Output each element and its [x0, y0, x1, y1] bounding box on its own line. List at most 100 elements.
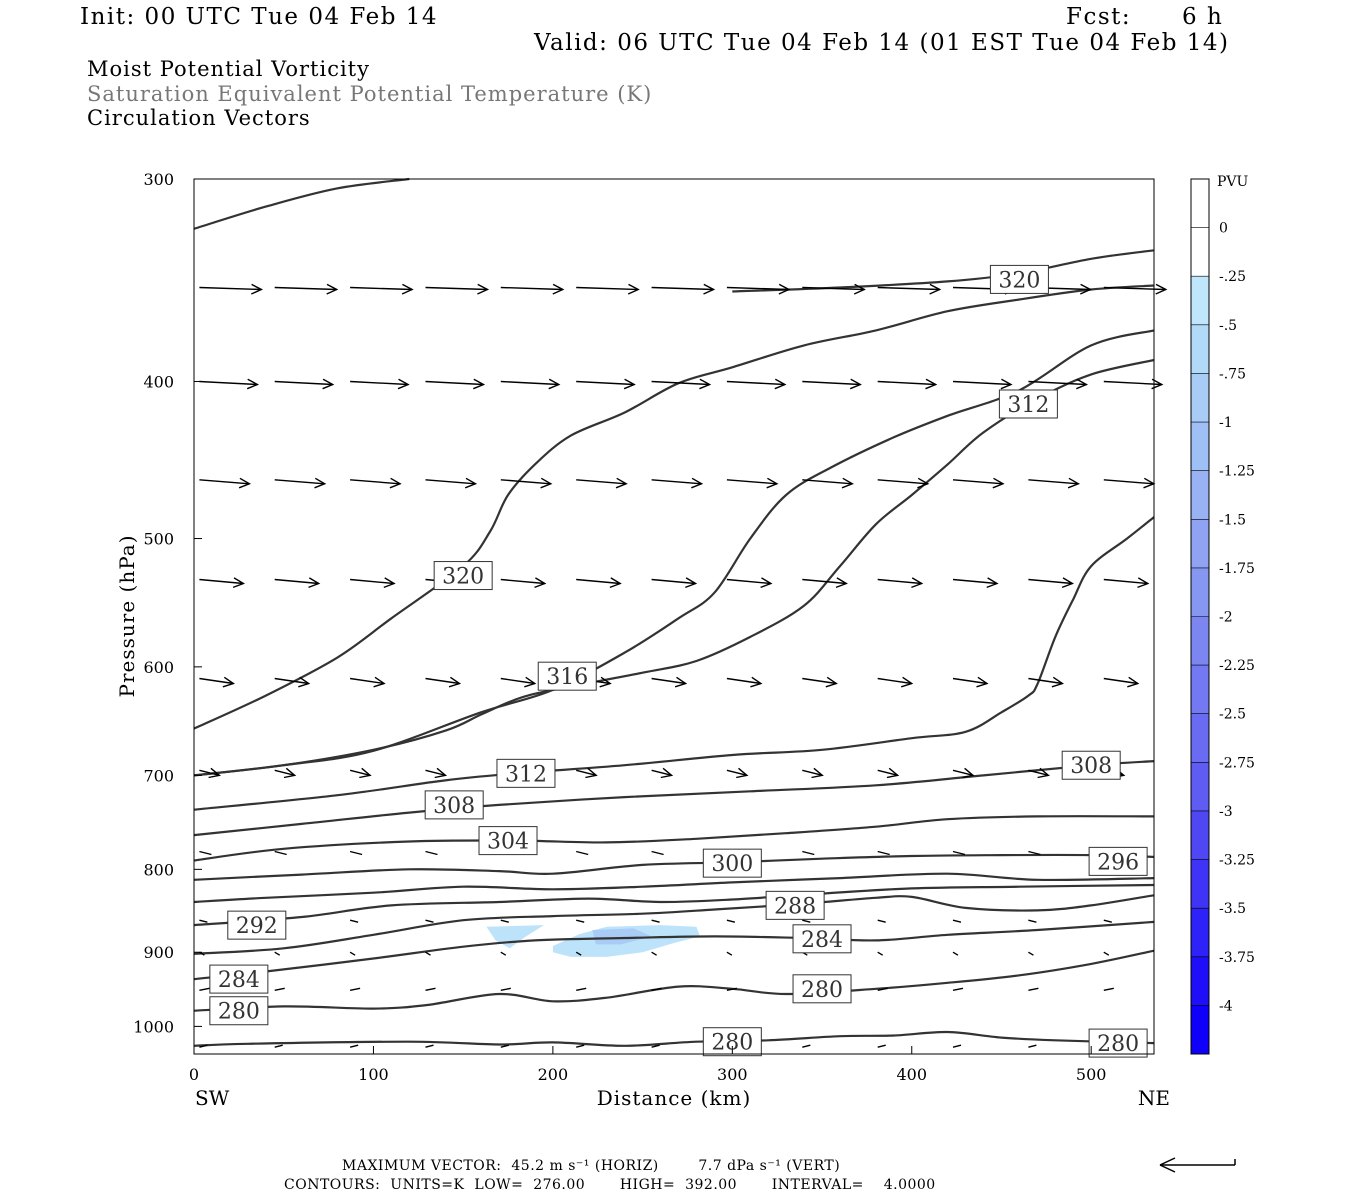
- wind-vector: [274, 767, 297, 779]
- wind-vector-head: [524, 676, 537, 688]
- contour-label-320: 320: [989, 264, 1049, 294]
- wind-vector-head: [222, 676, 235, 688]
- colorbar-tick-label: 0: [1219, 221, 1228, 237]
- wind-vector: [1103, 477, 1156, 489]
- x-tick-label: 0: [189, 1065, 199, 1084]
- wind-vector: [500, 283, 565, 295]
- wind-vector-shaft: [877, 286, 940, 291]
- contour-label-280: 280: [792, 974, 852, 1004]
- wind-vector-shaft: [651, 677, 686, 685]
- colorbar-cell: [1191, 519, 1209, 569]
- contour-label-text: 292: [236, 914, 278, 939]
- colorbar-tick-label: -2: [1219, 610, 1233, 626]
- wind-vector-shaft: [274, 951, 281, 956]
- wind-vector: [575, 951, 582, 956]
- wind-vector-head: [434, 767, 448, 779]
- wind-vector: [576, 283, 640, 295]
- wind-vector-shaft: [199, 1044, 208, 1048]
- wind-vector-head: [841, 477, 854, 489]
- wind-vector-shaft: [877, 1044, 886, 1048]
- y-tick-label: 1000: [133, 1017, 174, 1036]
- wind-vector: [802, 577, 848, 589]
- wind-vector: [651, 919, 660, 923]
- wind-vector: [199, 987, 210, 991]
- wind-vector: [726, 919, 736, 923]
- wind-vector: [350, 477, 402, 489]
- contour-label-box: [702, 848, 762, 878]
- wind-vector-head: [1151, 378, 1164, 390]
- wind-vector-head: [811, 767, 824, 779]
- wind-vector: [877, 477, 930, 489]
- reference-vector: [1159, 1157, 1236, 1173]
- contour-line-308: [193, 760, 1155, 837]
- wind-vector-shaft: [576, 380, 635, 386]
- wind-vector: [500, 577, 547, 589]
- wind-vector-shaft: [349, 987, 361, 991]
- wind-vector-shaft: [802, 578, 847, 585]
- wind-vector-head: [548, 378, 561, 390]
- wind-vector: [802, 1044, 811, 1048]
- wind-vector: [274, 987, 285, 991]
- wind-vector-shaft: [1103, 578, 1148, 585]
- title-mpv: Moist Potential Vorticity: [87, 57, 370, 81]
- wind-vector: [500, 987, 511, 991]
- wind-vector-shaft: [576, 850, 589, 856]
- wind-vector-shaft: [425, 951, 431, 956]
- colorbar-cell: [1191, 908, 1209, 958]
- wind-vector-shaft: [1028, 769, 1049, 776]
- wind-vector-shaft: [1028, 951, 1034, 956]
- wind-vector: [425, 919, 434, 923]
- wind-vector: [274, 477, 327, 489]
- wind-vector-head: [1037, 767, 1050, 779]
- contour-label-284: 284: [209, 964, 269, 994]
- y-tick-label: 700: [143, 766, 174, 785]
- wind-vector-shaft: [651, 987, 662, 991]
- wind-vector-head: [1155, 283, 1168, 295]
- contour-label-box: [496, 758, 556, 788]
- wind-vector-shaft: [952, 578, 998, 585]
- colorbar-cell: [1191, 665, 1209, 715]
- wind-vector-shaft: [425, 380, 484, 386]
- wind-vector-shaft: [726, 578, 771, 585]
- wind-vector: [1103, 378, 1164, 390]
- wind-vector: [651, 378, 712, 390]
- contour-labels: 280 2802802802842842882922963003043083083…: [209, 264, 1148, 1058]
- colorbar-tick-label: -.75: [1219, 366, 1246, 382]
- wind-vector-shaft: [877, 769, 898, 776]
- contour-label-box: [1061, 750, 1121, 780]
- wind-vector: [500, 1044, 509, 1048]
- wind-vector: [726, 676, 763, 688]
- wind-vector: [576, 987, 587, 991]
- wind-vector-head: [322, 378, 335, 390]
- wind-vector: [576, 577, 622, 589]
- contour-line-312: [193, 358, 1155, 777]
- wind-vector-shaft: [349, 677, 385, 685]
- contour-label-text: 280: [1097, 1032, 1139, 1057]
- wind-vector-head: [477, 283, 490, 295]
- wind-vector-shaft: [199, 286, 262, 291]
- wind-vector-shaft: [274, 850, 287, 856]
- wind-vector-shaft: [576, 919, 585, 923]
- wind-vector-shaft: [576, 578, 621, 585]
- colorbar-tick-label: -.25: [1219, 269, 1246, 285]
- wind-vector: [1028, 577, 1075, 589]
- wind-vector: [425, 850, 438, 856]
- pvu-colorbar: 0 -.25 -.5 -.75 -1 -1.25 -1.5 -1.75 -2 -2.25 -2.5 -…: [1190, 178, 1255, 1055]
- wind-vector: [500, 919, 509, 923]
- wind-vector-shaft: [576, 769, 597, 776]
- x-tick-label: 400: [896, 1065, 927, 1084]
- colorbar-cell: [1191, 810, 1209, 861]
- wind-vector-head: [750, 676, 763, 688]
- wind-vector: [802, 477, 854, 489]
- contour-label-308: 308: [424, 790, 484, 820]
- wind-vector: [274, 378, 335, 390]
- wind-vector-head: [298, 676, 311, 688]
- colorbar-cell: [1191, 179, 1209, 229]
- wind-vector-head: [308, 577, 321, 589]
- colorbar-cell: [1191, 762, 1209, 812]
- wind-vector-shaft: [350, 578, 395, 585]
- wind-vector: [576, 477, 628, 489]
- wind-vector-shaft: [802, 919, 811, 923]
- contour-line-288: [193, 894, 1155, 955]
- wind-vector: [952, 477, 1005, 489]
